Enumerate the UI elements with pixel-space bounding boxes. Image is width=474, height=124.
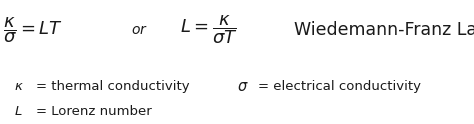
Text: Wiedemann-Franz Law: Wiedemann-Franz Law — [294, 21, 474, 39]
Text: $L$: $L$ — [14, 105, 23, 118]
Text: = thermal conductivity: = thermal conductivity — [36, 80, 189, 93]
Text: = Lorenz number: = Lorenz number — [36, 105, 151, 118]
Text: $L = \dfrac{\kappa}{\sigma T}$: $L = \dfrac{\kappa}{\sigma T}$ — [180, 13, 238, 46]
Text: = electrical conductivity: = electrical conductivity — [258, 80, 421, 93]
Text: $\it{or}$: $\it{or}$ — [131, 23, 148, 37]
Text: $\dfrac{\kappa}{\sigma} = LT$: $\dfrac{\kappa}{\sigma} = LT$ — [3, 15, 63, 45]
Text: $\sigma$: $\sigma$ — [237, 79, 249, 94]
Text: $\kappa$: $\kappa$ — [14, 80, 24, 93]
